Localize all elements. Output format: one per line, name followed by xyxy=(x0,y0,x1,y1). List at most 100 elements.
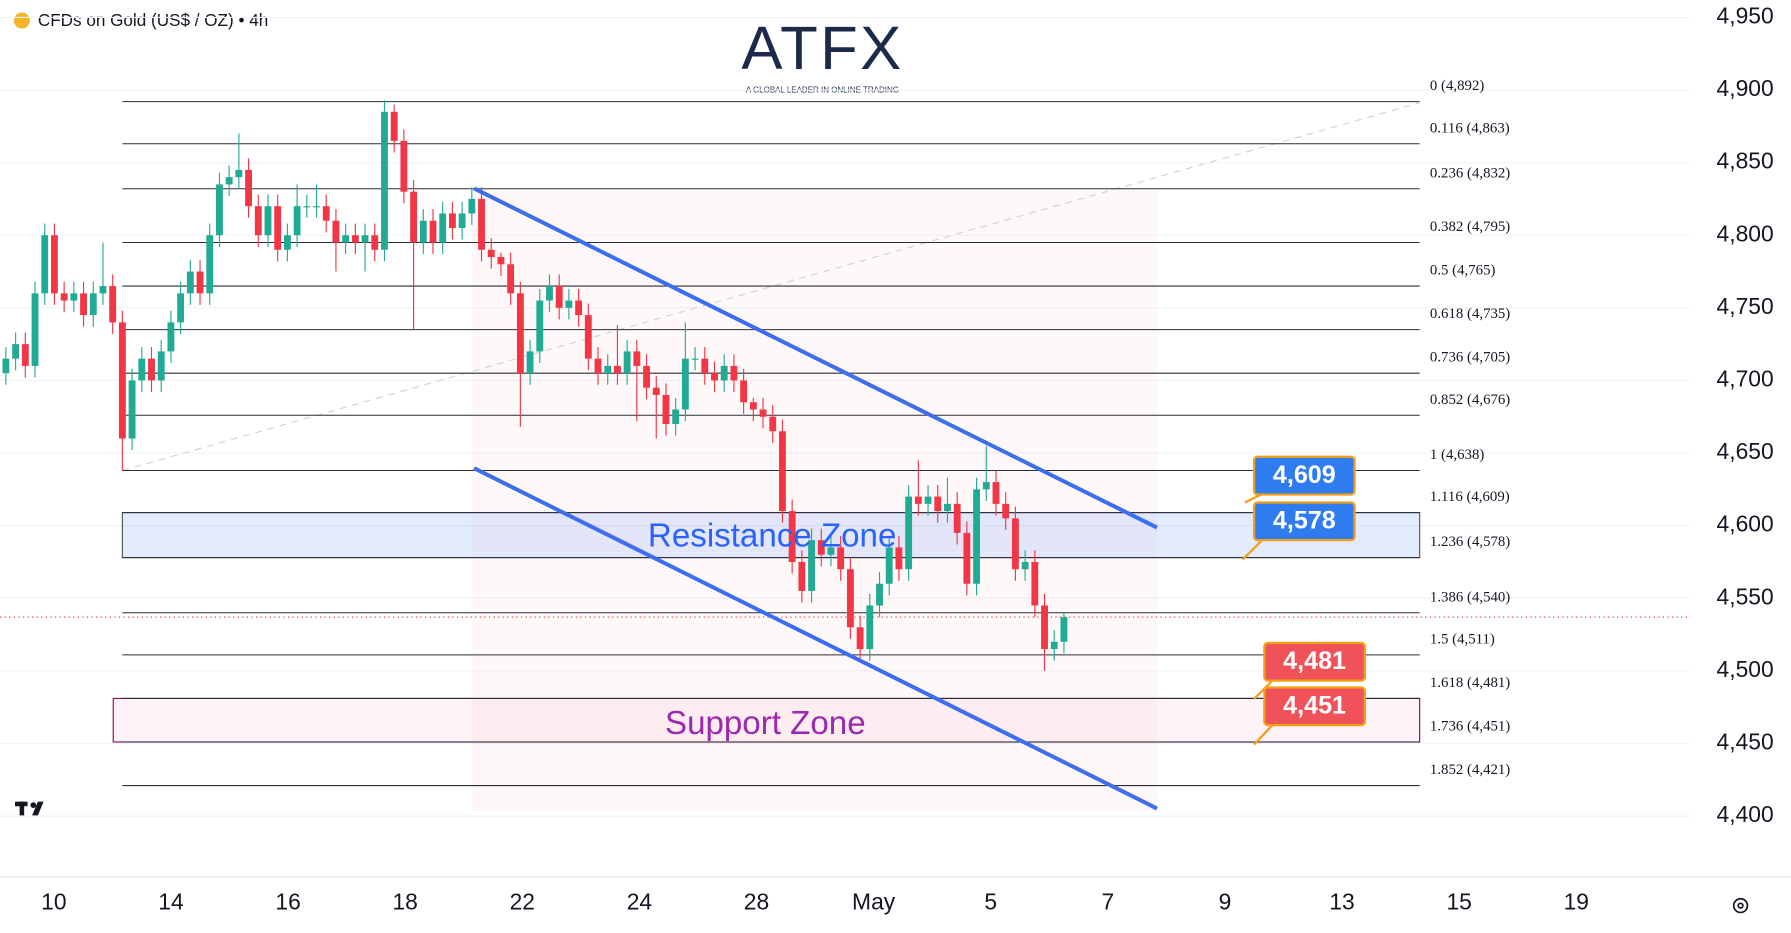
fib-label: 1.5 (4,511) xyxy=(1430,631,1495,647)
candle-body xyxy=(1002,503,1010,519)
candle-body xyxy=(575,300,583,316)
zone-label: Resistance Zone xyxy=(648,518,896,555)
y-tick-label: 4,450 xyxy=(1717,728,1774,754)
candle-body xyxy=(2,358,10,374)
candle-body xyxy=(497,257,505,265)
candle-body xyxy=(827,547,835,555)
fib-label: 0 (4,892) xyxy=(1430,78,1484,94)
candle-body xyxy=(701,358,709,374)
candle-body xyxy=(167,322,175,352)
candle-body xyxy=(681,358,689,410)
x-tick-label: 10 xyxy=(41,888,66,914)
candle-body xyxy=(837,547,845,570)
candle-body xyxy=(808,540,815,591)
tv-logo xyxy=(15,801,44,816)
candle-body xyxy=(1011,518,1019,570)
candle-body xyxy=(342,235,350,243)
fib-label: 1.736 (4,451) xyxy=(1430,719,1510,735)
candle-body xyxy=(313,206,320,208)
x-tick-label: 16 xyxy=(275,888,300,914)
candle-body xyxy=(973,489,981,584)
candle-body xyxy=(390,111,398,141)
candle-body xyxy=(895,547,903,570)
candle-body xyxy=(691,358,699,360)
candle-body xyxy=(555,286,563,308)
candle-body xyxy=(526,351,534,374)
price-tag-label: 4,578 xyxy=(1273,507,1336,535)
fib-label: 1.236 (4,578) xyxy=(1430,534,1510,550)
candle-body xyxy=(157,351,165,381)
candle-body xyxy=(982,482,990,490)
candle-body xyxy=(410,191,418,243)
candle-body xyxy=(12,344,20,359)
candle-body xyxy=(51,235,58,294)
candle-body xyxy=(614,365,621,374)
candle-body xyxy=(846,569,854,628)
candle-body xyxy=(70,293,78,301)
logo: ATFX xyxy=(741,14,903,83)
fib-label: 0.116 (4,863) xyxy=(1430,120,1510,136)
tag-connector xyxy=(1241,538,1265,561)
candle-body xyxy=(720,365,728,381)
price-tag-label: 4,481 xyxy=(1283,647,1346,675)
candle-body xyxy=(934,496,942,512)
tag-connector xyxy=(1253,723,1275,746)
candle-body xyxy=(672,409,680,425)
fib-label: 1.386 (4,540) xyxy=(1430,589,1510,605)
candle-body xyxy=(177,293,185,323)
candle-body xyxy=(749,402,757,410)
fib-label: 0.736 (4,705) xyxy=(1430,350,1510,366)
candle-body xyxy=(148,358,155,381)
x-tick-label: 13 xyxy=(1329,888,1354,914)
candle-body xyxy=(138,358,146,381)
candle-body xyxy=(60,293,68,301)
candle-body xyxy=(487,249,495,258)
candle-body xyxy=(274,206,282,250)
y-tick-label: 4,650 xyxy=(1717,438,1774,464)
candle-body xyxy=(458,213,466,228)
candle-body xyxy=(41,235,49,294)
candle-body xyxy=(419,220,427,243)
zone xyxy=(121,512,1421,559)
fib-trend-line xyxy=(122,102,1420,472)
candle-body xyxy=(468,198,476,214)
fib-label: 0.5 (4,765) xyxy=(1430,263,1496,279)
y-tick-label: 4,750 xyxy=(1717,293,1774,319)
candle-body xyxy=(1031,561,1039,606)
candle-body xyxy=(953,503,961,533)
y-tick-label: 4,400 xyxy=(1717,801,1774,827)
candle-body xyxy=(584,315,592,359)
candle-body xyxy=(439,213,447,243)
candle-body xyxy=(992,482,1000,504)
settings-icon[interactable] xyxy=(1732,897,1749,914)
candle-body xyxy=(604,365,612,374)
candle-body xyxy=(264,206,272,236)
candle-body xyxy=(89,293,97,316)
x-tick-label: May xyxy=(852,888,896,914)
y-tick-label: 4,700 xyxy=(1717,365,1774,391)
candle-body xyxy=(565,300,573,308)
candle-body xyxy=(351,235,359,243)
candle-body xyxy=(1050,641,1058,650)
candle-body xyxy=(478,198,485,250)
x-tick-label: 15 xyxy=(1446,888,1471,914)
candle-body xyxy=(866,605,874,650)
candle-body xyxy=(332,220,340,243)
candle-body xyxy=(779,431,786,512)
y-tick-label: 4,500 xyxy=(1717,656,1774,682)
candle-body xyxy=(80,293,87,316)
candle-body xyxy=(788,511,796,562)
candle-body xyxy=(381,111,388,250)
candle-body xyxy=(293,206,301,236)
y-tick-label: 4,600 xyxy=(1717,511,1774,537)
candle-body xyxy=(623,351,631,374)
candle-body xyxy=(798,561,806,591)
x-tick-label: 19 xyxy=(1564,888,1589,914)
candle-body xyxy=(652,387,660,395)
candle-body xyxy=(662,394,670,425)
candle-body xyxy=(196,271,204,294)
candle-body xyxy=(128,380,136,439)
candle-body xyxy=(206,235,214,294)
